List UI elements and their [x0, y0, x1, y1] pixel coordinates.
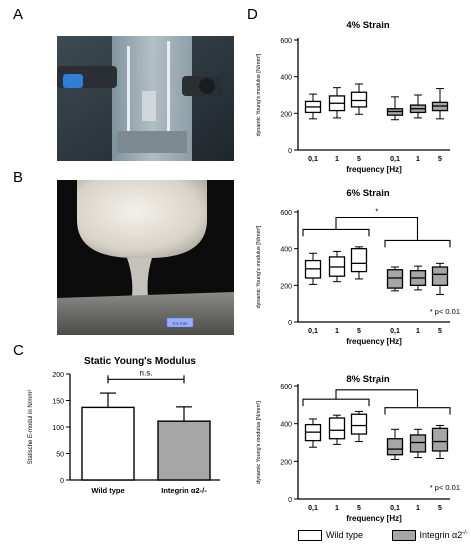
- y-axis-label: Statische E-modul in N/mm²: [28, 390, 34, 465]
- x-axis-label: frequency [Hz]: [346, 337, 402, 346]
- box: [431, 266, 449, 286]
- y-tick-label: 100: [52, 425, 64, 432]
- box: [350, 413, 368, 435]
- legend-label-wild-type: Wild type: [326, 530, 364, 540]
- legend-label-integrin: Integrin α2: [419, 530, 463, 540]
- y-tick-label: 200: [280, 111, 292, 118]
- box: [328, 417, 346, 440]
- x-tick-label: 1: [335, 328, 339, 335]
- legend-item-integrin: Integrin α2-/-: [391, 530, 468, 542]
- chart-title: 6% Strain: [346, 188, 389, 199]
- x-tick-label: 1: [416, 328, 420, 335]
- y-axis-label: dynamic Young's modulus [N/mm²]: [256, 401, 262, 484]
- p-value-note: * p< 0.01: [430, 307, 460, 316]
- photo-bioreactor: [57, 36, 234, 161]
- x-tick-label: 0,1: [390, 156, 400, 163]
- y-tick-label: 600: [280, 38, 292, 45]
- y-tick-label: 0: [288, 497, 292, 504]
- y-tick-label: 0: [60, 478, 64, 485]
- x-tick-label: 1: [416, 156, 420, 163]
- x-tick-label: 1: [335, 156, 339, 163]
- y-axis-label: dynamic Young's modulus [N/mm²]: [256, 225, 262, 308]
- y-tick-label: 600: [280, 384, 292, 391]
- legend-swatch-integrin: [391, 530, 416, 542]
- box: [386, 269, 404, 289]
- legend-swatch-wild-type: [298, 530, 322, 542]
- y-tick-label: 200: [52, 372, 64, 379]
- bracket-wild-type: [302, 228, 370, 237]
- panel-c-letter: C: [13, 342, 24, 359]
- x-category-label: Wild type: [91, 486, 124, 495]
- y-tick-label: 0: [288, 320, 292, 327]
- p-value-note: * p< 0.01: [430, 483, 460, 492]
- bar: [81, 406, 135, 481]
- x-axis-label: frequency [Hz]: [346, 514, 402, 523]
- legend: Wild type Integrin α2-/-: [298, 530, 468, 542]
- panel-d-letter: D: [247, 6, 258, 23]
- x-tick-label: 0,1: [308, 156, 318, 163]
- x-tick-label: 0,1: [390, 328, 400, 335]
- x-tick-label: 5: [357, 328, 361, 335]
- panel-b-letter: B: [13, 169, 24, 186]
- y-tick-label: 400: [280, 75, 292, 82]
- y-tick-label: 200: [280, 283, 292, 290]
- legend-item-wild-type: Wild type: [298, 530, 366, 542]
- box: [350, 248, 368, 273]
- bracket-wild-type: [302, 398, 370, 407]
- strain-8-chart: 8% Strain 0 200 400 600 dynamic Young's modul…: [256, 374, 460, 523]
- chart-title: 4% Strain: [346, 20, 389, 31]
- significance-label: n.s.: [140, 368, 153, 377]
- legend-label-integrin-sup: -/-: [462, 530, 468, 536]
- y-tick-label: 0: [288, 148, 292, 155]
- x-tick-label: 1: [416, 505, 420, 512]
- y-tick-label: 150: [52, 399, 64, 406]
- bracket-comparison: [335, 389, 419, 408]
- bracket-comparison: [335, 216, 419, 241]
- significance-label: *: [375, 208, 378, 217]
- x-tick-label: 5: [357, 505, 361, 512]
- x-tick-label: 0,1: [308, 505, 318, 512]
- y-tick-label: 200: [280, 459, 292, 466]
- x-tick-label: 0,1: [390, 505, 400, 512]
- scale-bar-label: 0.5 mm: [172, 321, 187, 326]
- significance-label: *: [375, 380, 378, 389]
- box: [409, 434, 427, 453]
- box: [431, 427, 449, 452]
- box: [350, 91, 368, 108]
- x-tick-label: 5: [438, 328, 442, 335]
- bar: [157, 420, 211, 481]
- strain-6-chart: 6% Strain 0 200 400 600 dynamic Young's modul…: [256, 188, 460, 346]
- panel-a-letter: A: [13, 6, 24, 23]
- y-axis-label: dynamic Young's modulus [N/mm²]: [256, 53, 262, 136]
- x-axis-label: frequency [Hz]: [346, 165, 402, 174]
- y-tick-label: 600: [280, 210, 292, 217]
- strain-4-chart: 4% Strain 0 200 400 600 dynamic Young's modul…: [256, 20, 450, 174]
- static-modulus-chart: Static Young's Modulus 0 50 100 150 200 Statis…: [28, 356, 220, 495]
- x-tick-label: 5: [438, 156, 442, 163]
- chart-title: Static Young's Modulus: [84, 356, 196, 367]
- photo-indenter: 0.5 mm: [57, 180, 234, 335]
- chart-title: 8% Strain: [346, 374, 389, 385]
- y-tick-label: 50: [56, 452, 64, 459]
- x-tick-label: 1: [335, 505, 339, 512]
- x-tick-label: 5: [438, 505, 442, 512]
- y-tick-label: 400: [280, 247, 292, 254]
- x-tick-label: 5: [357, 156, 361, 163]
- bracket-integrin: [384, 407, 451, 415]
- y-tick-label: 400: [280, 422, 292, 429]
- box: [386, 438, 404, 456]
- x-category-label: Integrin α2-/-: [161, 486, 207, 495]
- x-tick-label: 0,1: [308, 328, 318, 335]
- bracket-integrin: [384, 239, 451, 248]
